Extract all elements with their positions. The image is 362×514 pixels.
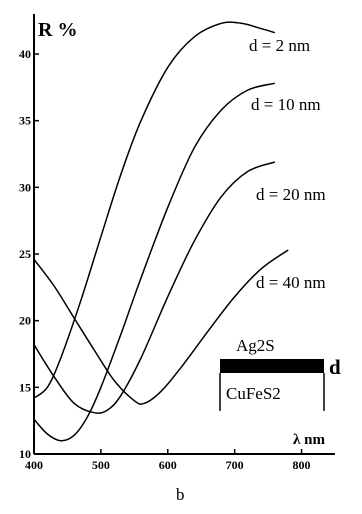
y-tick-label: 15 [19, 380, 31, 394]
y-tick-label: 30 [19, 180, 31, 194]
series-label-group: d = 2 nm d = 10 nm d = 20 nm d = 40 nm [249, 36, 326, 292]
series-label-d20: d = 20 nm [256, 185, 326, 204]
x-tick-label: 800 [293, 458, 311, 472]
x-tick-label: 400 [25, 458, 43, 472]
series-label-d10: d = 10 nm [251, 95, 321, 114]
series-label-d40: d = 40 nm [256, 273, 326, 292]
y-tick-label: 10 [19, 447, 31, 461]
x-axis-label: λ nm [293, 432, 325, 448]
curve-d2nm [33, 21, 276, 399]
tick-group: 400 500 600 700 800 10 15 20 25 30 35 40 [19, 47, 311, 472]
x-tick-label: 600 [159, 458, 177, 472]
curve-d20nm [33, 161, 276, 414]
panel-label: b [176, 485, 185, 504]
y-axis-label: R % [38, 19, 77, 41]
curve-group [33, 21, 289, 442]
series-label-d2: d = 2 nm [249, 36, 310, 55]
y-tick-label: 35 [19, 114, 31, 128]
inset-top-layer-label: Ag2S [236, 336, 275, 355]
x-tick-label: 700 [226, 458, 244, 472]
y-tick-label: 40 [19, 47, 31, 61]
inset-thin-film-bar [220, 359, 324, 373]
inset-thickness-label: d [329, 355, 341, 379]
x-tick-label: 500 [92, 458, 110, 472]
curve-d40nm [33, 249, 289, 405]
y-tick-label: 25 [19, 247, 31, 261]
layer-stack-inset: Ag2S CuFeS2 d [219, 336, 341, 411]
y-tick-label: 20 [19, 314, 31, 328]
inset-bottom-layer-label: CuFeS2 [226, 384, 281, 403]
curve-d10nm [33, 82, 275, 442]
axes [33, 14, 335, 455]
